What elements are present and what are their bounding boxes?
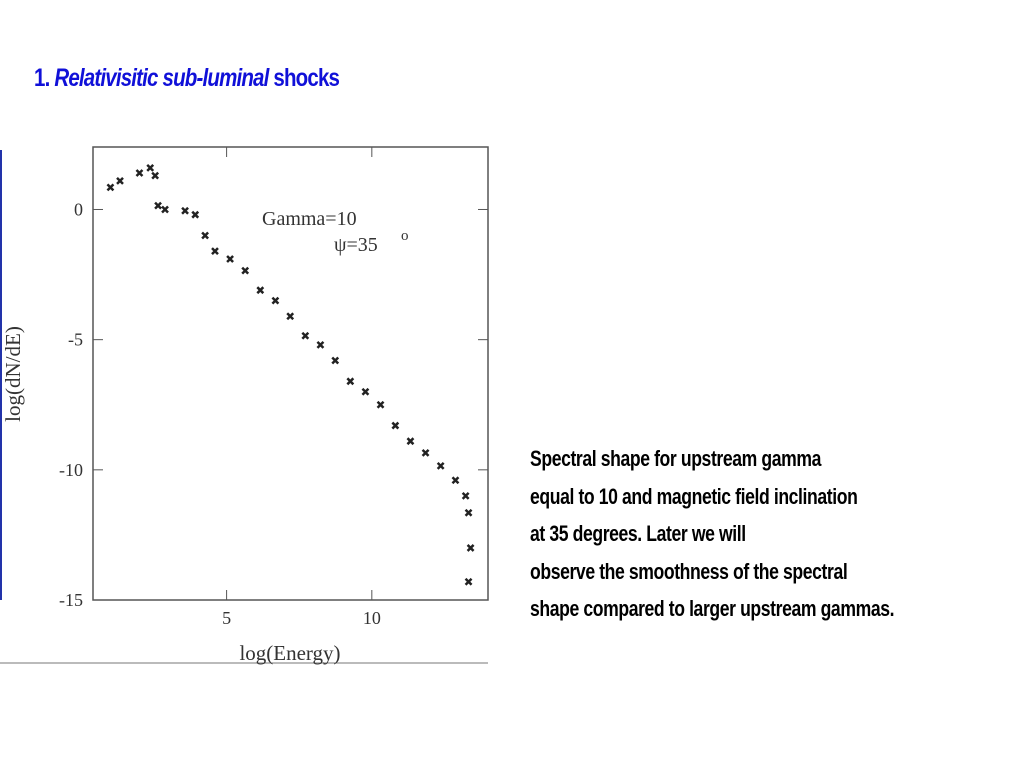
point [466,544,475,552]
point [421,449,430,457]
point [154,201,162,210]
point [181,206,189,215]
body-line: equal to 10 and magnetic field inclinati… [530,483,858,509]
body-text: Spectral shape for upstream gamma equal t… [530,440,895,628]
point [226,255,234,263]
point [241,266,250,275]
point [106,183,115,192]
point [191,210,200,219]
annotation: o [401,228,409,244]
x-axis-label: log(Energy) [239,641,340,665]
point [286,312,295,321]
point [391,421,400,430]
point [211,247,219,256]
point [464,577,473,586]
plot-frame [92,146,489,601]
point [116,176,124,185]
point [376,400,385,409]
point [301,331,310,340]
point [331,356,340,365]
title-italic: Relativisitic sub-luminal [54,64,269,92]
y-tick-label: -15 [59,590,83,610]
point [201,231,209,240]
point [451,476,460,485]
point [361,387,370,396]
x-tick-label: 5 [222,608,231,628]
y-tick-label: -10 [59,460,83,480]
point [464,508,473,517]
body-line: observe the smoothness of the spectral [530,558,848,584]
slide-title: 1. Relativisitic sub-luminal shocks [34,64,340,93]
point [436,462,445,470]
y-tick-label: 0 [74,199,83,219]
x-tick-label: 10 [363,608,381,628]
y-tick-label: -5 [68,330,83,350]
point [271,296,280,305]
title-rest: shocks [273,64,340,92]
point [346,377,355,386]
body-line: shape compared to larger upstream gammas… [530,596,895,621]
annotation: Gamma=10 [262,208,357,230]
point [135,169,144,177]
body-line: at 35 degrees. Later we will [530,521,746,546]
point [461,491,470,500]
point [316,340,325,349]
title-number: 1. [34,64,50,92]
point [256,286,265,295]
point [151,171,160,180]
point [146,163,155,172]
y-axis-label: log(dN/dE) [1,326,25,422]
point [161,205,169,214]
point [406,437,415,446]
body-line: Spectral shape for upstream gamma [530,446,821,471]
annotation: ψ=35 [334,234,378,256]
